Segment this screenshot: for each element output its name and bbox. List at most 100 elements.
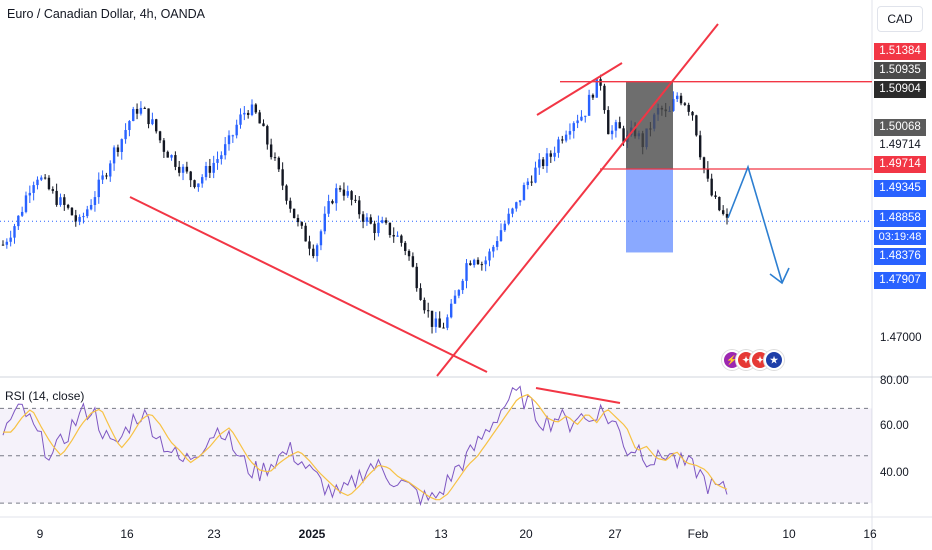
candle-body bbox=[93, 197, 97, 205]
candle-body bbox=[269, 144, 273, 158]
candle-body bbox=[553, 152, 556, 157]
candle-body bbox=[561, 139, 564, 141]
candle-body bbox=[373, 223, 376, 234]
rsi-divergence-line bbox=[535, 387, 621, 404]
candle-body bbox=[492, 246, 495, 252]
time-axis-label: 23 bbox=[207, 527, 221, 541]
candle-body bbox=[541, 159, 545, 167]
candle-body bbox=[220, 155, 223, 160]
candle-body bbox=[718, 196, 721, 211]
candle-body bbox=[572, 123, 575, 132]
candle-body bbox=[135, 108, 139, 114]
candle-body bbox=[415, 266, 418, 289]
candle-body bbox=[354, 199, 357, 201]
candle-body bbox=[59, 197, 62, 205]
candle-body bbox=[258, 112, 261, 124]
candle-body bbox=[47, 177, 51, 190]
candle-body bbox=[36, 179, 39, 186]
candle-body bbox=[112, 147, 116, 164]
candle-body bbox=[143, 107, 146, 109]
price-tag: 1.50904 bbox=[874, 81, 926, 98]
candle-body bbox=[66, 204, 70, 208]
candle-body bbox=[128, 121, 131, 131]
price-tag: 1.50935 bbox=[874, 62, 926, 79]
candle-body bbox=[721, 210, 725, 214]
candle-body bbox=[695, 115, 698, 136]
candle-body bbox=[116, 147, 120, 152]
candle-body bbox=[285, 185, 288, 201]
candle-body bbox=[155, 119, 158, 132]
candle-body bbox=[327, 201, 330, 214]
candle-body bbox=[147, 108, 150, 125]
candle-body bbox=[74, 215, 77, 222]
candle-body bbox=[469, 263, 472, 266]
candle-body bbox=[189, 171, 192, 181]
candle-body bbox=[702, 157, 706, 169]
candle-body bbox=[507, 213, 510, 224]
candle-body bbox=[607, 110, 610, 135]
candle-body bbox=[89, 204, 93, 210]
candle-body bbox=[231, 135, 235, 137]
candle-body bbox=[32, 185, 35, 193]
candle-body bbox=[193, 180, 196, 188]
candle-body bbox=[319, 231, 323, 246]
candle-body bbox=[392, 235, 395, 237]
time-axis-label: 27 bbox=[608, 527, 622, 541]
candle-body bbox=[388, 222, 392, 236]
candle-body bbox=[197, 183, 200, 188]
candle-body bbox=[277, 157, 281, 170]
price-tag: 1.48858 bbox=[874, 210, 926, 227]
currency-button[interactable]: CAD bbox=[877, 6, 923, 32]
candle-body bbox=[568, 131, 572, 135]
candle-body bbox=[423, 299, 426, 311]
candle-body bbox=[427, 310, 430, 312]
candle-body bbox=[13, 226, 16, 238]
candle-body bbox=[24, 195, 28, 212]
candle-body bbox=[538, 159, 541, 168]
candle-body bbox=[369, 217, 372, 224]
candle-body bbox=[400, 235, 403, 243]
eu-flag-icon[interactable]: ★ bbox=[764, 350, 784, 370]
candle-body bbox=[358, 200, 361, 215]
candle-body bbox=[714, 195, 717, 197]
candle-body bbox=[622, 128, 625, 142]
candle-body bbox=[488, 251, 491, 261]
candle-body bbox=[472, 259, 476, 266]
candle-body bbox=[679, 95, 683, 104]
candle-body bbox=[9, 237, 12, 242]
candle-body bbox=[457, 290, 461, 296]
candle-body bbox=[346, 191, 349, 196]
candle-body bbox=[28, 192, 32, 196]
price-tick-label: 1.47000 bbox=[880, 332, 922, 344]
candle-body bbox=[618, 122, 621, 129]
time-axis-label: 16 bbox=[863, 527, 877, 541]
time-axis-label: 13 bbox=[434, 527, 448, 541]
candle-body bbox=[235, 124, 238, 136]
candle-body bbox=[438, 318, 441, 328]
price-tag: 1.50068 bbox=[874, 119, 926, 136]
events-flags[interactable]: ⚡ ✦ ✦ ★ bbox=[722, 350, 784, 372]
candle-body bbox=[151, 119, 154, 125]
candle-body bbox=[296, 217, 300, 223]
candle-body bbox=[672, 99, 675, 111]
candle-body bbox=[691, 111, 694, 116]
candle-body bbox=[216, 159, 219, 163]
candle-body bbox=[442, 327, 445, 329]
candle-body bbox=[480, 264, 484, 266]
candle-body bbox=[250, 104, 254, 115]
candle-body bbox=[396, 235, 399, 237]
candle-body bbox=[312, 248, 315, 257]
candle-body bbox=[522, 185, 526, 201]
candle-body bbox=[254, 104, 258, 113]
candle-body bbox=[350, 191, 353, 200]
candle-body bbox=[166, 151, 169, 158]
candle-body bbox=[676, 95, 679, 100]
candle-body bbox=[289, 200, 292, 209]
stop-zone bbox=[626, 81, 673, 170]
candle-body bbox=[223, 144, 227, 156]
candle-body bbox=[476, 259, 480, 265]
candle-body bbox=[411, 256, 415, 267]
price-tag: 1.47907 bbox=[874, 272, 926, 289]
chart-title: Euro / Canadian Dollar, 4h, OANDA bbox=[7, 7, 206, 21]
